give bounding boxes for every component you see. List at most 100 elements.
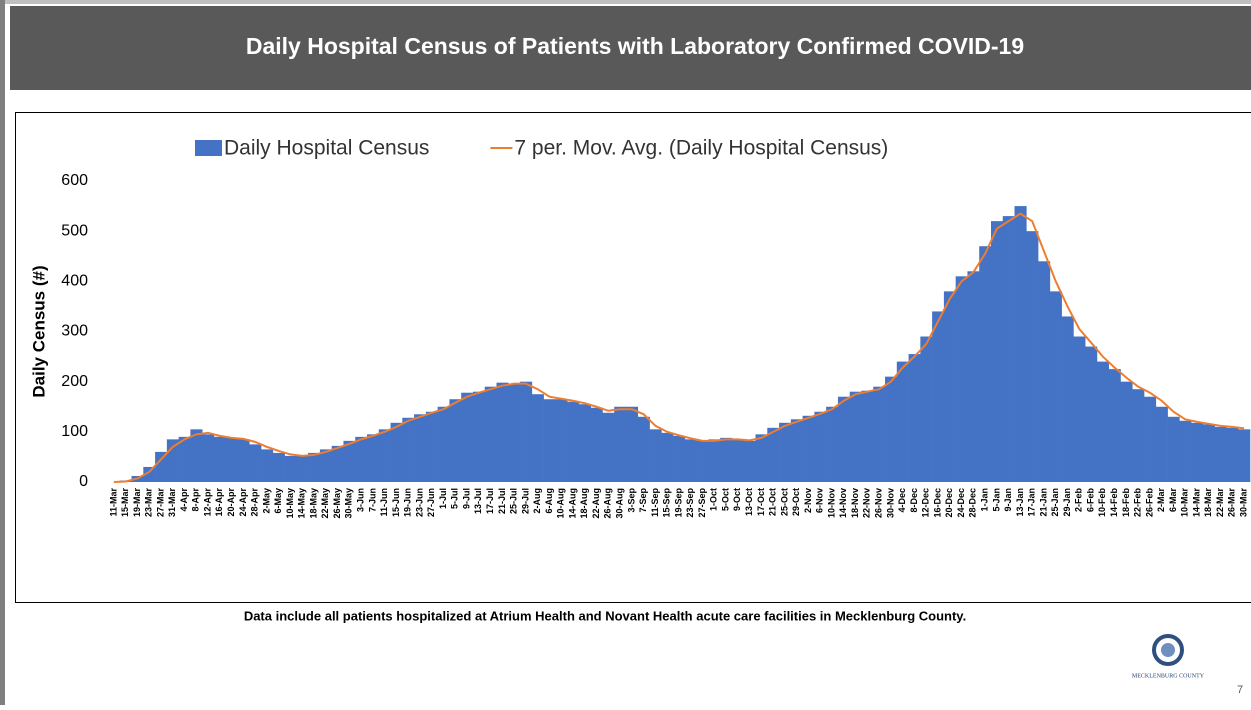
bar <box>720 438 732 482</box>
x-tick-label: 18-Feb <box>1121 488 1131 518</box>
bar <box>343 441 355 482</box>
bar <box>1109 369 1121 482</box>
bar <box>1156 407 1168 482</box>
x-tick-label: 30-May <box>344 488 354 519</box>
bar <box>920 337 932 482</box>
top-border <box>5 0 1251 4</box>
x-tick-label: 16-Dec <box>932 488 942 518</box>
x-tick-label: 2-Aug <box>532 488 542 514</box>
x-tick-label: 1-Jan <box>979 488 989 512</box>
bar <box>190 429 202 482</box>
bar <box>508 384 520 482</box>
x-tick-label: 26-Feb <box>1144 488 1154 518</box>
x-tick-label: 13-Jul <box>473 488 483 514</box>
x-tick-label: 24-Apr <box>238 488 248 517</box>
bar <box>449 399 461 482</box>
x-tick-label: 14-Nov <box>838 488 848 518</box>
page-number: 7 <box>1237 684 1243 696</box>
x-tick-label: 6-Aug <box>544 488 554 514</box>
x-tick-label: 11-Sep <box>650 488 660 518</box>
bar <box>1215 427 1227 482</box>
x-tick-label: 14-May <box>297 488 307 519</box>
x-tick-label: 25-Jul <box>509 488 519 514</box>
bar <box>261 449 273 482</box>
x-tick-label: 12-Apr <box>202 488 212 517</box>
y-tick-label: 100 <box>61 423 88 440</box>
x-tick-label: 29-Jul <box>520 488 530 514</box>
x-tick-label: 18-Mar <box>1203 488 1213 518</box>
x-tick-label: 22-May <box>320 488 330 519</box>
x-tick-label: 26-Aug <box>603 488 613 519</box>
bar <box>803 416 815 482</box>
legend-label: 7 per. Mov. Avg. (Daily Hospital Census) <box>514 137 888 160</box>
bar <box>661 433 673 482</box>
bar <box>226 438 238 482</box>
x-tick-label: 17-Jul <box>485 488 495 514</box>
bar <box>1203 424 1215 482</box>
x-tick-label: 15-Sep <box>662 487 672 517</box>
bar <box>685 439 697 482</box>
bar <box>1050 291 1062 482</box>
bar <box>967 271 979 482</box>
bar <box>285 456 297 482</box>
bar <box>979 246 991 482</box>
x-tick-label: 27-Jun <box>426 488 436 517</box>
bar <box>1120 382 1132 482</box>
bar <box>214 437 226 482</box>
bar <box>532 394 544 482</box>
bar <box>932 311 944 482</box>
bar <box>956 276 968 482</box>
bar <box>1226 428 1238 482</box>
x-tick-label: 10-Mar <box>1180 488 1190 518</box>
bar <box>756 434 768 482</box>
bar <box>744 441 756 482</box>
x-tick-label: 19-Sep <box>673 487 683 517</box>
bar <box>1168 417 1180 482</box>
bar <box>673 436 685 482</box>
x-tick-label: 5-Jul <box>450 488 460 509</box>
x-tick-label: 10-Aug <box>556 488 566 519</box>
logo-seal-center <box>1161 643 1175 657</box>
bar <box>1003 216 1015 482</box>
bar <box>379 429 391 482</box>
x-tick-label: 6-May <box>273 488 283 514</box>
bar <box>897 362 909 482</box>
x-tick-label: 25-Oct <box>779 488 789 516</box>
y-tick-label: 600 <box>61 172 88 189</box>
x-tick-label: 2-Nov <box>803 488 813 513</box>
x-tick-label: 28-Dec <box>968 488 978 518</box>
x-tick-label: 5-Oct <box>720 488 730 511</box>
bar <box>626 407 638 482</box>
bar <box>155 452 167 482</box>
x-tick-label: 30-Mar <box>1238 488 1248 518</box>
bar <box>850 392 862 482</box>
bar <box>1132 389 1144 482</box>
bar <box>567 402 579 482</box>
bar <box>638 417 650 482</box>
footnote: Data include all patients hospitalized a… <box>244 608 966 623</box>
bar <box>791 419 803 482</box>
bar <box>308 453 320 482</box>
x-tick-label: 30-Aug <box>615 488 625 519</box>
x-tick-label: 22-Nov <box>862 488 872 518</box>
bar <box>202 434 214 482</box>
bar <box>273 453 285 482</box>
bar <box>826 407 838 482</box>
bar <box>461 393 473 482</box>
x-tick-label: 3-Sep <box>626 488 636 513</box>
bar <box>497 383 509 482</box>
x-tick-label: 26-Nov <box>874 488 884 518</box>
x-tick-label: 17-Jan <box>1027 488 1037 517</box>
x-tick-label: 10-Feb <box>1097 488 1107 518</box>
x-tick-label: 23-Sep <box>685 487 695 517</box>
bar <box>650 429 662 482</box>
bar <box>1179 421 1191 482</box>
x-tick-label: 13-Jan <box>1015 488 1025 517</box>
bar <box>238 439 250 482</box>
bar <box>1015 206 1027 482</box>
legend-label: Daily Hospital Census <box>224 137 429 160</box>
bar <box>473 392 485 482</box>
x-tick-label: 19-Mar <box>132 488 142 518</box>
y-tick-label: 400 <box>61 273 88 290</box>
